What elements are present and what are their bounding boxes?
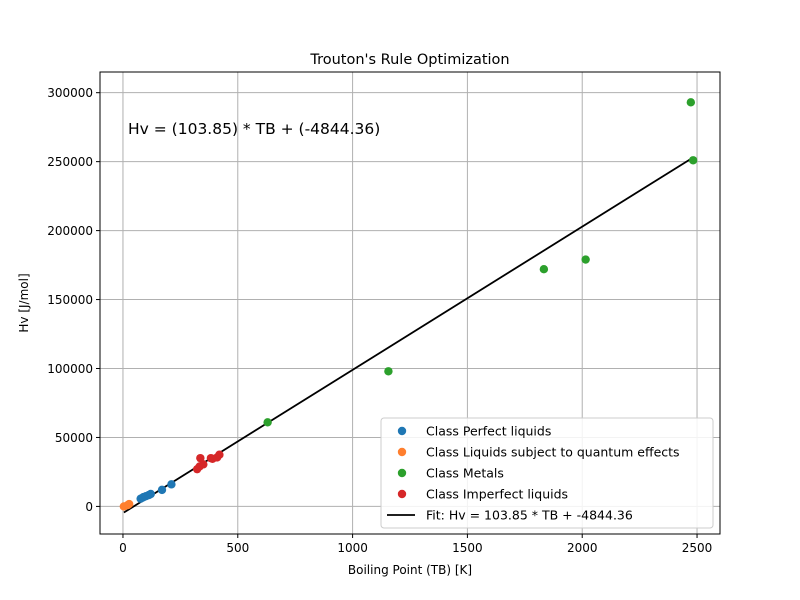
chart-title: Trouton's Rule Optimization bbox=[309, 52, 509, 68]
equation-annotation: Hv = (103.85) * TB + (-4844.36) bbox=[128, 120, 380, 138]
ticks: 0 500 1000 1500 2000 2500 0 50000 100000 150000 20… bbox=[47, 86, 712, 555]
grid bbox=[100, 72, 720, 534]
x-axis-label: Boiling Point (TB) [K] bbox=[348, 563, 472, 577]
x-tick-label: 1500 bbox=[452, 541, 483, 555]
plot-frame bbox=[99, 71, 721, 535]
x-tick-label: 0 bbox=[119, 541, 127, 555]
data-point-series-2 bbox=[539, 265, 549, 274]
y-tick-label: 200000 bbox=[47, 224, 93, 238]
y-tick-label: 0 bbox=[85, 500, 93, 514]
y-axis-label: Hv [J/mol] bbox=[17, 273, 31, 332]
x-tick-label: 1000 bbox=[337, 541, 368, 555]
x-tick-label: 2000 bbox=[567, 541, 598, 555]
y-tick-label: 300000 bbox=[47, 86, 93, 100]
data-point-series-2 bbox=[581, 255, 590, 264]
legend-label: Class Liquids subject to quantum effects bbox=[426, 445, 680, 460]
legend-label: Class Perfect liquids bbox=[426, 424, 551, 439]
data-point-series-0 bbox=[157, 485, 167, 495]
legend-marker bbox=[397, 489, 407, 499]
data-point-series-0 bbox=[167, 480, 176, 489]
legend-label: Fit: Hv = 103.85 * TB + -4844.36 bbox=[426, 508, 633, 523]
x-tick-label: 2500 bbox=[682, 541, 713, 555]
y-tick-label: 100000 bbox=[47, 362, 93, 376]
legend-marker bbox=[397, 447, 407, 457]
data-point-series-3 bbox=[215, 450, 224, 459]
data-point-series-2 bbox=[686, 98, 696, 107]
y-tick-label: 250000 bbox=[47, 155, 93, 169]
data-point-series-3 bbox=[199, 460, 208, 469]
x-tick-label: 500 bbox=[226, 541, 249, 555]
y-tick-label: 150000 bbox=[47, 293, 93, 307]
data-point-series-2 bbox=[263, 418, 272, 427]
legend: Class Perfect liquids Class Liquids subje… bbox=[380, 417, 714, 529]
legend-label: Class Metals bbox=[426, 466, 504, 481]
legend-box bbox=[380, 417, 714, 529]
legend-marker bbox=[397, 426, 407, 436]
legend-label: Class Imperfect liquids bbox=[426, 487, 568, 502]
legend-marker bbox=[397, 468, 407, 478]
data-point-series-2 bbox=[384, 367, 393, 376]
y-tick-label: 50000 bbox=[55, 431, 93, 445]
data-points bbox=[119, 98, 698, 511]
data-point-series-2 bbox=[688, 156, 698, 165]
data-point-series-3 bbox=[196, 453, 205, 463]
data-point-series-1 bbox=[124, 499, 134, 509]
data-point-series-0 bbox=[146, 489, 155, 499]
